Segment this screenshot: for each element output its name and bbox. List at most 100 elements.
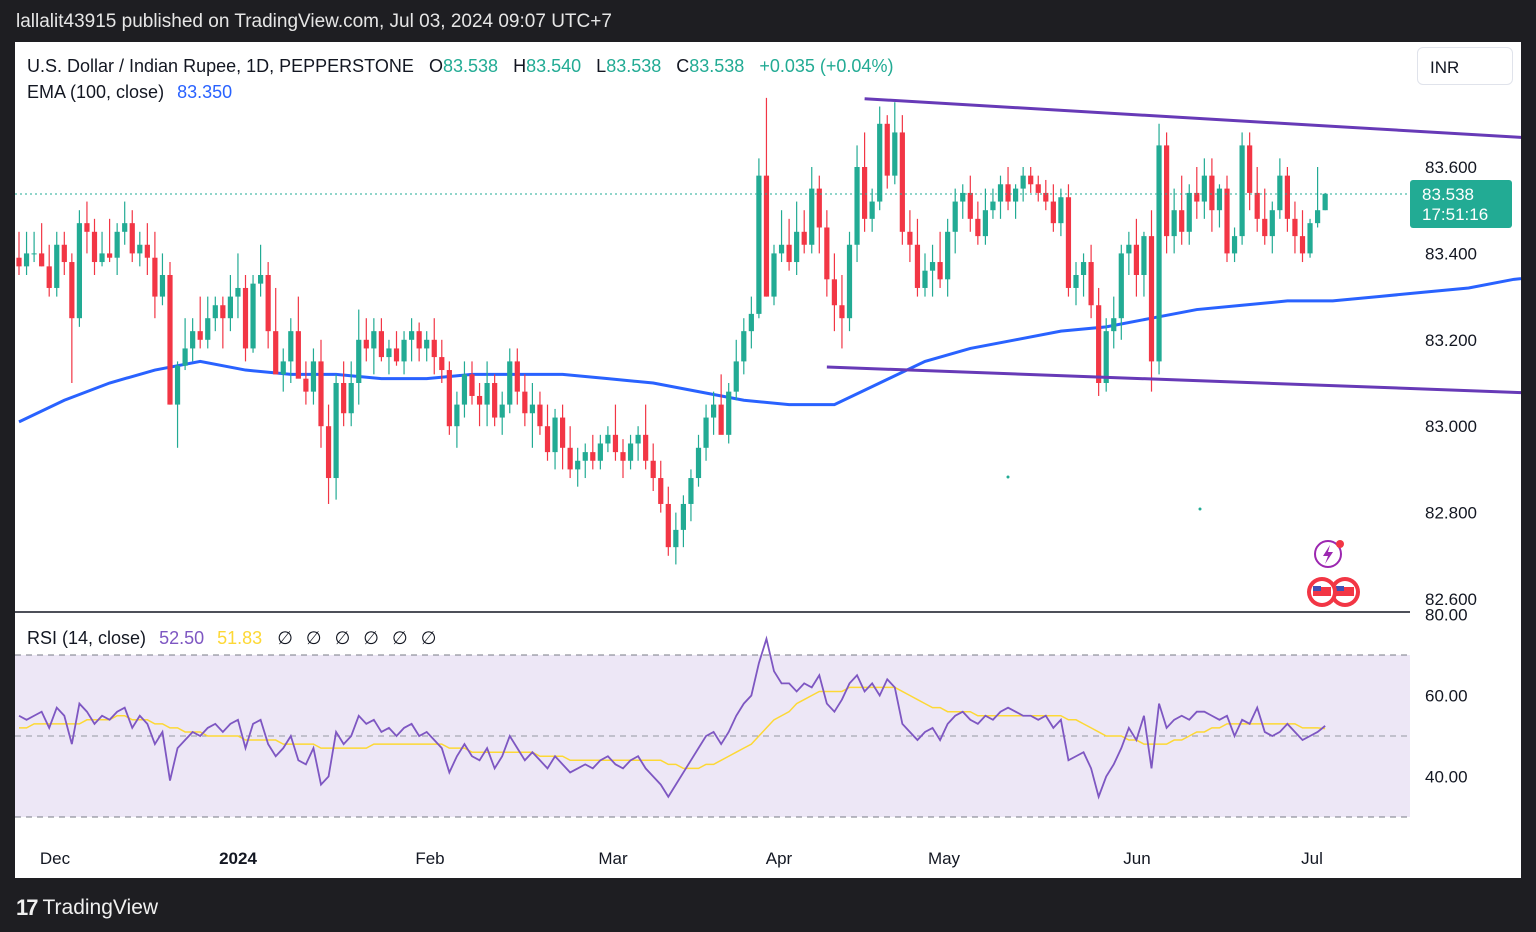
- candle: [658, 460, 664, 513]
- candle: [1156, 123, 1162, 375]
- candle-body: [627, 443, 634, 461]
- candle-body: [1141, 236, 1147, 275]
- candle-body: [144, 244, 150, 258]
- candle-body: [899, 132, 905, 232]
- legend-c-label: C: [676, 56, 689, 76]
- candle: [371, 318, 377, 375]
- candle: [107, 218, 113, 263]
- candle: [1277, 158, 1283, 219]
- candle: [778, 210, 785, 263]
- candle-body: [665, 503, 671, 548]
- candle: [114, 223, 120, 275]
- candle: [1050, 184, 1056, 232]
- candle-body: [1322, 193, 1328, 211]
- candle-body: [1247, 145, 1253, 193]
- candle: [975, 201, 981, 245]
- candle-body: [1292, 218, 1298, 237]
- candle: [627, 434, 634, 470]
- candle-body: [1299, 236, 1306, 254]
- candle: [967, 175, 973, 232]
- candle-body: [325, 426, 332, 479]
- chart-svg[interactable]: 83.600 83.400 83.200 83.000 82.800 82.600 U.S…: [15, 42, 1521, 878]
- candle: [560, 404, 566, 470]
- candle-body: [114, 231, 120, 258]
- candle: [862, 132, 868, 232]
- candle-body: [280, 361, 286, 375]
- legend-h-label: H: [513, 56, 526, 76]
- candle: [325, 404, 332, 504]
- candle: [416, 322, 422, 362]
- candle-body: [1058, 197, 1064, 224]
- candle-body: [46, 266, 52, 288]
- candle-body: [1164, 145, 1170, 237]
- candle-body: [476, 395, 483, 405]
- candle: [597, 434, 603, 470]
- candle: [809, 167, 815, 254]
- tradingview-logo[interactable]: 17 TradingView: [16, 895, 158, 921]
- us-flag-icon[interactable]: [1330, 577, 1360, 607]
- legend-l-value: 83.538: [606, 56, 661, 76]
- candle: [1073, 262, 1079, 306]
- candle-body: [741, 331, 747, 362]
- rsi-legend: RSI (14, close) 52.50 51.83 ∅ ∅ ∅ ∅ ∅ ∅: [27, 628, 436, 648]
- candle: [756, 158, 762, 319]
- rsi-legend-na: ∅: [392, 628, 408, 648]
- candle: [582, 443, 588, 479]
- candle-body: [1224, 188, 1230, 254]
- candle: [167, 262, 173, 405]
- candle-body: [658, 478, 664, 504]
- us-flag-icon[interactable]: [1307, 577, 1337, 607]
- candle-body: [612, 434, 619, 453]
- rsi-legend-na: ∅: [335, 628, 351, 648]
- rsi-line: [18, 635, 1326, 800]
- candle: [469, 361, 475, 405]
- candle-body: [23, 253, 30, 267]
- candle-body: [469, 374, 475, 396]
- candle: [310, 348, 317, 405]
- candle-body: [605, 434, 611, 444]
- currency-button[interactable]: INR: [1417, 47, 1513, 85]
- candle: [1194, 167, 1200, 219]
- candle: [1028, 167, 1034, 193]
- price-tick-label: 83.200: [1425, 331, 1477, 350]
- candle-body: [673, 529, 679, 548]
- candle-body: [620, 452, 626, 461]
- candle: [378, 318, 384, 362]
- price-pane[interactable]: [15, 42, 1410, 612]
- price-tick-label: 82.800: [1425, 504, 1477, 523]
- candle: [907, 210, 913, 263]
- candle-body: [303, 378, 309, 392]
- candle: [1035, 175, 1041, 202]
- candle: [1020, 167, 1026, 202]
- lightning-icon[interactable]: [1314, 540, 1344, 568]
- candle: [892, 102, 898, 185]
- candle-body: [137, 244, 143, 254]
- candle: [39, 223, 45, 267]
- candle: [650, 443, 656, 491]
- candle-body: [1096, 305, 1102, 383]
- candle: [982, 188, 988, 245]
- candle-body: [809, 188, 815, 245]
- candle: [242, 275, 249, 362]
- candle-body: [182, 348, 188, 366]
- candle-body: [1262, 218, 1268, 237]
- candle: [23, 231, 30, 275]
- candle-body: [31, 253, 37, 255]
- candle: [884, 115, 890, 189]
- candle: [492, 374, 498, 427]
- candle-body: [967, 192, 973, 219]
- candle-body: [1194, 192, 1200, 202]
- candle: [152, 231, 158, 319]
- candle-body: [907, 231, 913, 245]
- candle: [1043, 179, 1049, 211]
- candle: [695, 434, 702, 487]
- candle-body: [258, 275, 264, 284]
- candle: [544, 404, 551, 461]
- candle-body: [220, 305, 226, 319]
- time-axis-label: Dec: [40, 849, 71, 868]
- chart-frame[interactable]: 83.600 83.400 83.200 83.000 82.800 82.600 U.S…: [15, 42, 1521, 878]
- candle-body: [371, 331, 377, 349]
- candle: [703, 404, 709, 461]
- candle-body: [439, 357, 445, 371]
- rsi-legend-ma-value: 51.83: [217, 628, 262, 648]
